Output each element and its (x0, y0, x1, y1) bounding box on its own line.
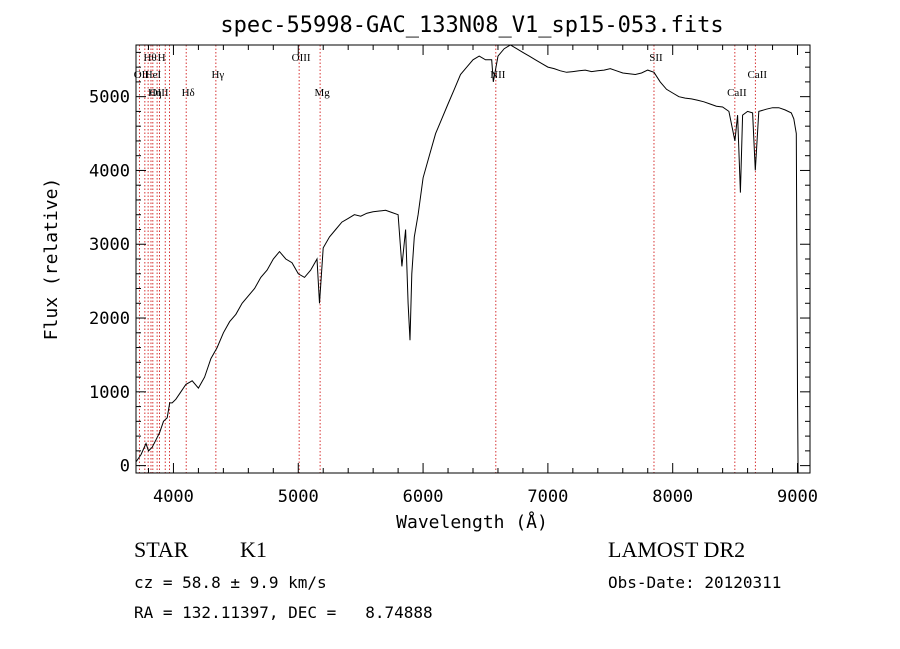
line-label: OIII (292, 52, 311, 64)
x-tick-label: 7000 (527, 487, 568, 507)
y-tick-label: 3000 (89, 235, 130, 255)
line-label: Hη (148, 87, 162, 99)
line-label: H (158, 52, 166, 64)
line-label: OIII (150, 87, 169, 99)
observation-date: Obs-Date: 20120311 (608, 573, 782, 592)
y-axis-ticks: 0 1000 2000 3000 4000 5000 (89, 51, 810, 477)
coordinates: RA = 132.11397, DEC = 8.74888 (134, 603, 433, 622)
line-label: Hδ (182, 87, 195, 99)
redshift-cz: cz = 58.8 ± 9.9 km/s (134, 573, 327, 592)
y-tick-label: 4000 (89, 161, 130, 181)
plot-frame (135, 44, 811, 474)
y-tick-label: 0 (120, 457, 130, 477)
line-label: Mg (314, 87, 330, 99)
y-tick-label: 2000 (89, 309, 130, 329)
y-tick-label: 5000 (89, 88, 130, 108)
x-tick-label: 4000 (153, 487, 194, 507)
line-label: OII (134, 69, 150, 81)
line-label: CaII (748, 69, 768, 81)
line-label: Hθ (143, 52, 156, 64)
y-tick-label: 1000 (89, 383, 130, 403)
x-tick-label: 9000 (777, 487, 818, 507)
line-label: Hγ (211, 69, 224, 81)
line-label: SII (649, 52, 663, 64)
chart-title: spec-55998-GAC_133N08_V1_sp15-053.fits (220, 13, 723, 38)
x-tick-label: 8000 (652, 487, 693, 507)
x-tick-label: 5000 (278, 487, 319, 507)
object-subclass: K1 (240, 537, 267, 562)
y-axis-label: Flux (relative) (41, 178, 62, 341)
spectral-line-markers (138, 45, 756, 473)
x-axis-label: Wavelength (Å) (396, 511, 548, 533)
x-tick-label: 6000 (403, 487, 444, 507)
object-class: STAR (134, 537, 189, 562)
line-label: HeI (145, 69, 162, 81)
x-axis-ticks: 4000 5000 6000 7000 8000 9000 (147, 45, 818, 507)
line-label: CaII (727, 87, 747, 99)
survey-name: LAMOST DR2 (608, 537, 746, 562)
spectrum-series-line (135, 44, 799, 474)
